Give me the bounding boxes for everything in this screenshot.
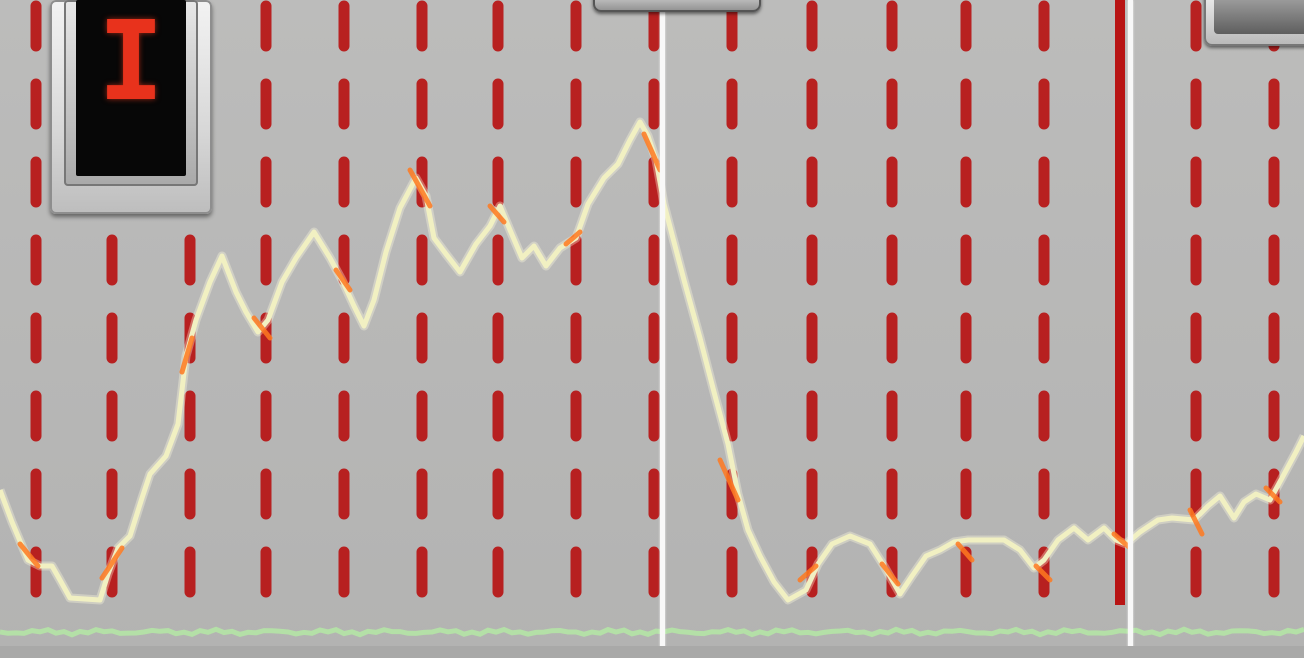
top-right-tab[interactable]	[1204, 0, 1304, 46]
trace-highlight-3	[251, 315, 273, 341]
panel-divider-left	[660, 0, 665, 658]
indicator-frame: I	[64, 0, 198, 186]
bottom-band	[0, 646, 1304, 658]
indicator-window: I	[50, 0, 212, 214]
trace-highlight-5	[407, 167, 433, 209]
trace-highlight-9	[717, 457, 741, 503]
indicator-digit: I	[97, 0, 165, 125]
trace-highlight-13	[1033, 563, 1053, 583]
trace-highlight-7	[563, 229, 583, 247]
trace-highlight-6	[487, 203, 507, 225]
primary-trace	[0, 119, 1304, 603]
trace-highlight-1	[99, 545, 125, 581]
panel-divider-right	[1128, 0, 1133, 658]
trace-highlight-12	[955, 541, 975, 563]
trace-highlight-11	[879, 561, 901, 587]
trace-highlight-4	[333, 267, 353, 293]
trace-highlight-16	[1263, 485, 1283, 505]
top-center-tab[interactable]	[593, 0, 761, 12]
trace-highlight-15	[1187, 507, 1205, 537]
trace-highlight-14	[1111, 531, 1133, 551]
indicator-display: I	[76, 0, 186, 176]
trace-highlight-0	[17, 541, 41, 569]
baseline-trace	[0, 626, 1304, 638]
trace-highlight-10	[797, 563, 819, 583]
trace-highlight-8	[641, 131, 663, 173]
trace-highlight-2	[179, 335, 195, 375]
